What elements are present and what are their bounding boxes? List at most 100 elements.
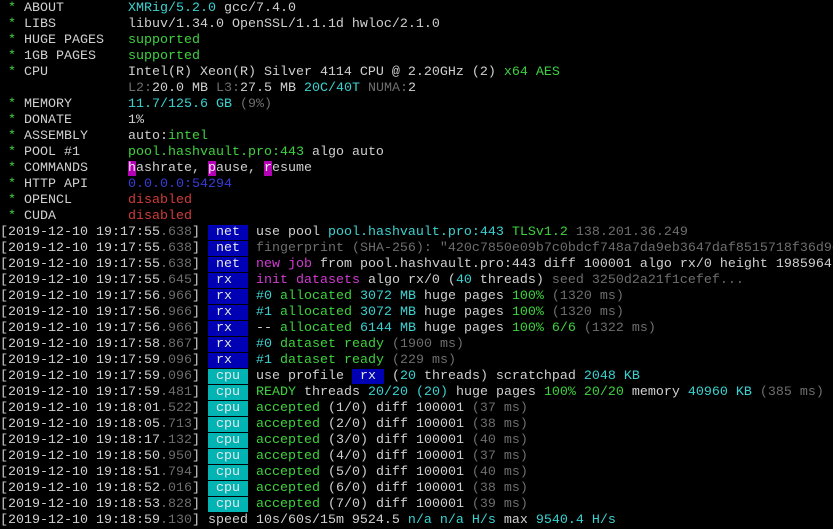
info-label: POOL #1 (16, 145, 128, 160)
info-value: L2: (127, 81, 152, 96)
info-value: 27.5 MB (239, 81, 296, 96)
info-label: COMMANDS (16, 161, 128, 176)
info-value: NUMA: (359, 81, 408, 96)
log-message: 3072 MB (351, 289, 416, 304)
log-line: [2019-12-10 19:18:59.130] speed 10s/60s/… (0, 513, 833, 529)
log-timestamp-end: ] (191, 433, 208, 448)
log-line: [2019-12-10 19:18:52.016] cpu accepted (… (0, 481, 833, 497)
spacer (248, 337, 256, 352)
log-timestamp-end: ] (191, 273, 208, 288)
spacer (0, 65, 8, 80)
log-message: 100% 20/20 (543, 385, 624, 400)
spacer (0, 129, 8, 144)
spacer (248, 289, 256, 304)
log-timestamp-ms: .132 (159, 433, 192, 448)
info-label: DONATE (16, 113, 128, 128)
info-line: * HUGE PAGES supported (0, 33, 833, 49)
log-timestamp-ms: .096 (159, 369, 192, 384)
bullet-star-icon: * (8, 161, 16, 176)
log-message: (2/0) diff 100001 (319, 417, 464, 432)
spacer (248, 433, 256, 448)
log-timestamp: [2019-12-10 19:18:01 (0, 401, 160, 416)
log-message: (6/0) diff 100001 (319, 481, 464, 496)
log-message: new job (255, 257, 312, 272)
log-message: ( (383, 369, 400, 384)
log-timestamp: [2019-12-10 19:18:05 (0, 417, 160, 432)
log-message: dataset ready (271, 353, 384, 368)
log-tag-badge: rx (207, 337, 248, 352)
log-timestamp: [2019-12-10 19:17:56 (0, 321, 160, 336)
log-timestamp-end: ] (191, 401, 208, 416)
log-timestamp: [2019-12-10 19:18:50 (0, 449, 160, 464)
spacer (0, 193, 8, 208)
log-tag-badge: cpu (207, 433, 248, 448)
info-label: CPU (16, 65, 128, 80)
spacer (248, 497, 256, 512)
log-message: #1 (255, 353, 272, 368)
log-message: speed 10s/60s/15m 9524.5 (207, 513, 400, 528)
log-line: [2019-12-10 19:18:53.828] cpu accepted (… (0, 497, 833, 513)
log-tag-badge: rx (207, 353, 248, 368)
log-timestamp: [2019-12-10 19:17:55 (0, 273, 160, 288)
log-timestamp-end: ] (191, 321, 208, 336)
info-line: * HTTP API 0.0.0.0:54294 (0, 177, 833, 193)
log-tag-badge: rx (207, 273, 248, 288)
bullet-star-icon: * (8, 209, 16, 224)
log-line: [2019-12-10 19:17:58.867] rx #0 dataset … (0, 337, 833, 353)
log-message: READY (255, 385, 296, 400)
info-value: ashrate, (135, 161, 208, 176)
log-message: from pool.hashvault.pro:443 diff 100001 … (311, 257, 832, 272)
log-line: [2019-12-10 19:18:17.132] cpu accepted (… (0, 433, 833, 449)
log-timestamp-end: ] (191, 353, 208, 368)
info-value: supported (127, 49, 200, 64)
log-tag-badge: cpu (207, 417, 248, 432)
info-line: * COMMANDS hashrate, pause, resume (0, 161, 833, 177)
log-line: [2019-12-10 19:17:55.638] net new job fr… (0, 257, 833, 273)
log-timestamp-ms: .966 (159, 305, 192, 320)
log-message: #1 (255, 305, 272, 320)
info-label: LIBS (16, 17, 128, 32)
log-timestamp: [2019-12-10 19:18:17 (0, 433, 160, 448)
bullet-star-icon: * (8, 49, 16, 64)
log-timestamp-ms: .645 (159, 273, 192, 288)
spacer (248, 305, 256, 320)
log-message: 3072 MB (351, 305, 416, 320)
log-tag-badge: cpu (207, 369, 248, 384)
log-message: use pool (255, 225, 328, 240)
bullet-star-icon: * (8, 145, 16, 160)
log-message: 20/20 (367, 385, 408, 400)
info-value: 1% (127, 113, 144, 128)
log-timestamp-ms: .950 (159, 449, 192, 464)
info-value: auto: (127, 129, 168, 144)
info-value: 20C/40T (295, 81, 360, 96)
info-line: * DONATE 1% (0, 113, 833, 129)
info-value: 2 (407, 81, 416, 96)
info-value: x64 AES (495, 65, 560, 80)
info-line: * ASSEMBLY auto:intel (0, 129, 833, 145)
log-message: accepted (255, 481, 320, 496)
log-line: [2019-12-10 19:18:01.522] cpu accepted (… (0, 401, 833, 417)
log-tag-badge: cpu (207, 481, 248, 496)
log-line: [2019-12-10 19:18:50.950] cpu accepted (… (0, 449, 833, 465)
log-message: (40 ms) (463, 433, 528, 448)
info-value: gcc/7.4.0 (215, 1, 296, 16)
log-message: threads) (471, 273, 544, 288)
spacer (248, 385, 256, 400)
spacer (248, 257, 256, 272)
log-timestamp-end: ] (191, 289, 208, 304)
log-timestamp: [2019-12-10 19:17:59 (0, 385, 160, 400)
bullet-star-icon (8, 81, 16, 96)
log-timestamp-ms: .481 (159, 385, 192, 400)
log-message: algo rx/0 ( (359, 273, 456, 288)
info-value: disabled (127, 193, 192, 208)
log-line: [2019-12-10 19:17:56.966] rx -- allocate… (0, 321, 833, 337)
info-value: intel (167, 129, 208, 144)
info-value: L3: (207, 81, 240, 96)
log-timestamp: [2019-12-10 19:17:56 (0, 289, 160, 304)
log-timestamp-end: ] (191, 481, 208, 496)
info-value: p (207, 161, 216, 176)
log-message: (385 ms) (751, 385, 824, 400)
log-timestamp-end: ] (191, 513, 208, 528)
log-timestamp-end: ] (191, 465, 208, 480)
